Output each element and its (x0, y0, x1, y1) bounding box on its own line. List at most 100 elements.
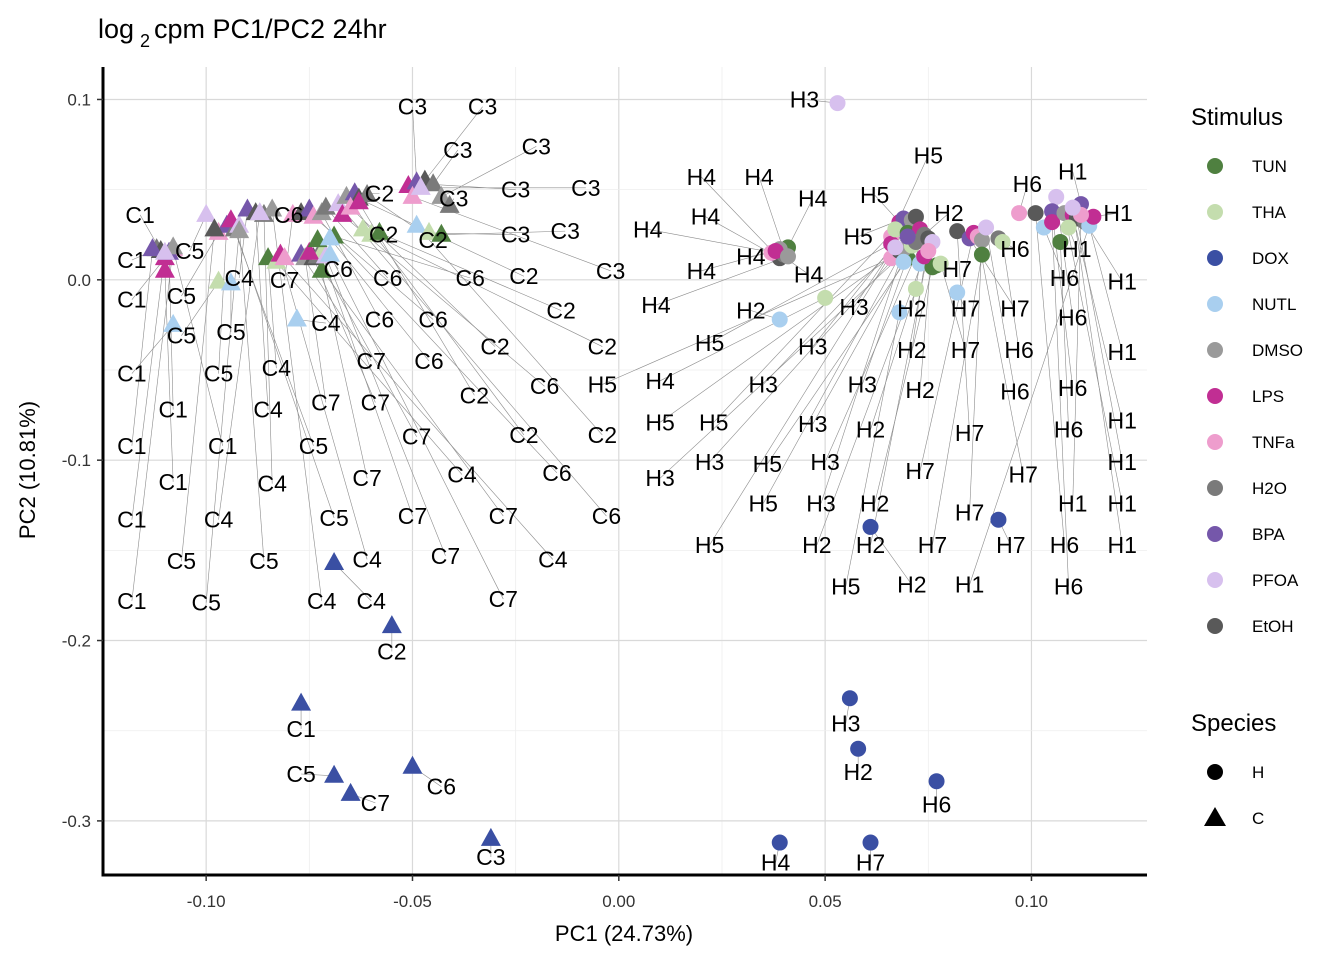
point-circle (862, 834, 879, 851)
legend-swatch (1207, 572, 1223, 588)
point-label: C7 (361, 389, 390, 415)
point-triangle (299, 241, 320, 260)
leader-line (820, 236, 908, 504)
point-label: C5 (167, 283, 196, 309)
point-label: C4 (257, 471, 287, 497)
point-label: H5 (695, 532, 724, 558)
point-label: C3 (439, 186, 468, 212)
point-label: C5 (191, 590, 220, 616)
point-label: H6 (922, 792, 951, 818)
leader-line (969, 225, 1090, 585)
leader-line (956, 231, 970, 434)
point-label: H4 (687, 164, 717, 190)
legend-item-label: THA (1252, 203, 1287, 222)
leader-line (969, 240, 983, 513)
point-label: H6 (1000, 236, 1029, 262)
point-label: H4 (798, 186, 828, 212)
point-label: C2 (509, 422, 538, 448)
point-label: H4 (794, 261, 824, 287)
point-triangle (324, 551, 345, 570)
point-label: C2 (588, 334, 617, 360)
point-triangle (311, 259, 332, 278)
point-triangle (348, 191, 369, 210)
point-label: C6 (365, 307, 394, 333)
point-circle (841, 690, 858, 707)
point-triangle (431, 185, 452, 204)
point-label: H5 (699, 409, 728, 435)
point-circle (1052, 233, 1069, 250)
legend-item-label: DOX (1252, 249, 1289, 268)
point-label: C7 (398, 503, 427, 529)
point-label: C3 (398, 94, 427, 120)
legend-item-label: DMSO (1252, 341, 1303, 360)
point-label: H3 (839, 294, 868, 320)
point-triangle (480, 827, 501, 846)
point-label: H6 (1050, 532, 1079, 558)
point-label: H6 (1000, 379, 1029, 405)
leader-line (309, 209, 558, 474)
point-label: C6 (530, 373, 559, 399)
leader-line (432, 149, 459, 185)
point-circle (949, 223, 966, 240)
point-label: H5 (831, 573, 860, 599)
point-label: H6 (1054, 417, 1083, 443)
legend-shape-circle (1207, 764, 1223, 780)
leader-line (812, 261, 904, 425)
point-circle (978, 219, 995, 236)
leader-line (1064, 213, 1123, 504)
legend-swatch (1207, 342, 1223, 358)
point-label: H3 (798, 334, 827, 360)
point-triangle (229, 220, 250, 239)
point-label: C5 (175, 238, 204, 264)
legend-swatch (1207, 204, 1223, 220)
leader-line (428, 183, 516, 190)
leader-line (787, 198, 814, 248)
leader-line (441, 230, 566, 236)
leader-line (131, 247, 174, 601)
leader-line (424, 106, 483, 181)
point-triangle (418, 221, 439, 240)
leader-line (919, 232, 974, 472)
point-label: H2 (897, 572, 926, 598)
point-label: C3 (501, 222, 530, 248)
legend-stimulus-title: Stimulus (1191, 104, 1283, 131)
point-label: H2 (897, 337, 926, 363)
point-circle (920, 242, 937, 259)
point-circle (829, 95, 846, 112)
leader-line (181, 229, 215, 562)
point-label: C6 (274, 202, 303, 228)
legend-species-title: Species (1191, 710, 1276, 737)
point-label: C6 (418, 307, 447, 333)
point-label: C4 (204, 507, 234, 533)
point-label: H4 (633, 216, 663, 242)
point-label: H1 (1103, 200, 1132, 226)
point-label: C5 (319, 505, 348, 531)
leader-line (659, 250, 900, 423)
leader-line (362, 229, 603, 347)
leader-line (659, 241, 917, 479)
point-triangle (196, 203, 217, 222)
legend-swatch (1207, 158, 1223, 174)
leader-line (932, 254, 983, 545)
point-label: H1 (1058, 490, 1087, 516)
point-circle (895, 253, 912, 270)
leader-line (1043, 227, 1065, 279)
point-label: H4 (645, 368, 675, 394)
point-label: H4 (687, 258, 717, 284)
point-circle (994, 233, 1011, 250)
point-label: H1 (1058, 159, 1087, 185)
legend-item-label: NUTL (1252, 295, 1296, 314)
point-label: C7 (352, 465, 381, 491)
leader-line (131, 252, 166, 520)
point-label: H5 (749, 490, 778, 516)
point-label: C3 (468, 94, 497, 120)
point-label: H2 (736, 297, 765, 323)
point-circle (1064, 199, 1081, 216)
point-circle (899, 228, 916, 245)
point-label: H4 (641, 292, 671, 318)
point-triangle (291, 692, 312, 711)
x-tick-label: 0.05 (809, 892, 842, 911)
point-label: C3 (501, 177, 530, 203)
point-circle (932, 255, 949, 272)
